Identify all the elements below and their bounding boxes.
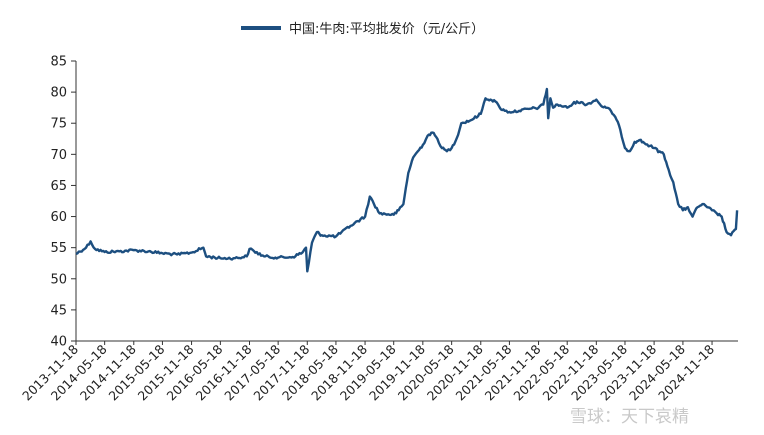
y-tick-label: 70 (50, 148, 67, 163)
y-tick-label: 65 (50, 179, 67, 194)
series-line-beef-price (75, 87, 739, 273)
y-tick-label: 85 (50, 55, 67, 70)
y-tick-label: 40 (50, 335, 67, 350)
y-tick-label: 60 (50, 210, 67, 225)
y-axis: 40 45 50 55 60 65 70 75 80 85 (50, 55, 77, 350)
watermark: 雪球：天下哀精 (570, 407, 689, 427)
y-tick-label: 50 (50, 272, 67, 287)
y-tick-label: 80 (50, 86, 67, 101)
x-axis: 2013-11-182014-05-182014-11-182015-05-18… (19, 340, 738, 403)
y-tick-label: 45 (50, 303, 67, 318)
legend-label: 中国:牛肉:平均批发价（元/公斤） (289, 21, 484, 37)
y-tick-label: 55 (50, 241, 67, 256)
y-tick-label: 75 (50, 117, 67, 132)
legend: 中国:牛肉:平均批发价（元/公斤） (241, 21, 484, 37)
